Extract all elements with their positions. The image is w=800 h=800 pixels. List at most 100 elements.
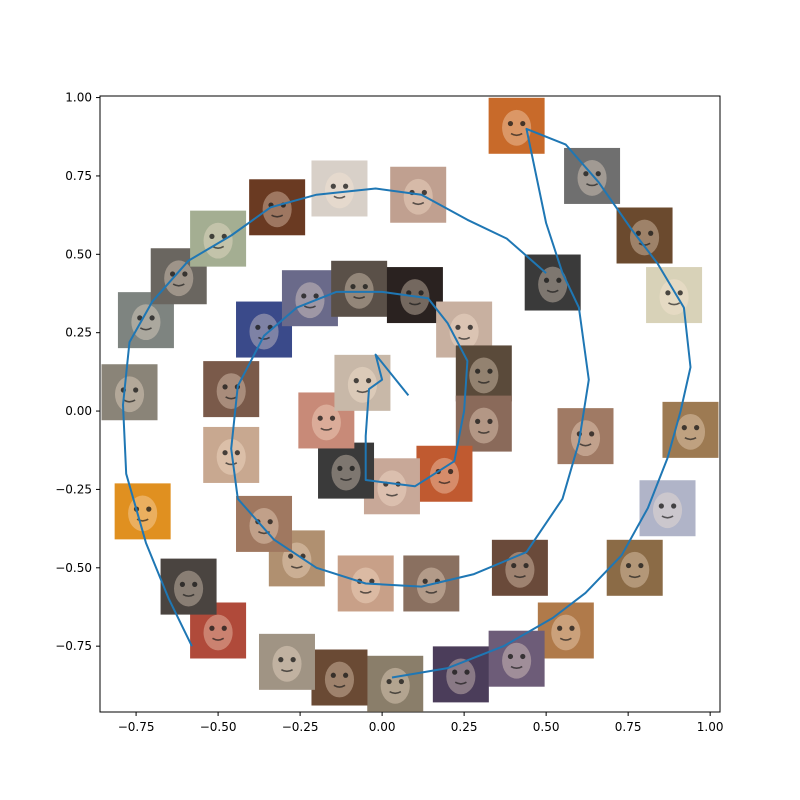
face-eye bbox=[349, 465, 355, 471]
person-face bbox=[491, 539, 548, 596]
face-mouth bbox=[546, 289, 559, 293]
face-oval bbox=[331, 454, 361, 491]
face-mouth bbox=[425, 590, 438, 594]
face-eye bbox=[507, 653, 514, 660]
green-mask-face bbox=[190, 210, 247, 267]
face-eye bbox=[330, 672, 336, 678]
face-eye bbox=[671, 503, 677, 509]
face-eye bbox=[313, 293, 319, 299]
face-eye bbox=[569, 625, 575, 631]
face-oval bbox=[216, 373, 246, 410]
face-mouth bbox=[320, 427, 333, 431]
thumbnail-layer bbox=[101, 97, 719, 712]
face-eye bbox=[149, 315, 155, 321]
face-eye bbox=[677, 290, 683, 296]
face-eye bbox=[694, 425, 700, 431]
face-oval bbox=[469, 407, 499, 444]
face-eye bbox=[278, 657, 284, 663]
thumbnail-tile bbox=[311, 649, 368, 706]
leather-bag-face bbox=[249, 179, 306, 236]
face-mouth bbox=[389, 690, 402, 695]
coffee-cup-face bbox=[616, 207, 673, 264]
face-oval bbox=[272, 645, 302, 682]
y-tick-label: 0.50 bbox=[65, 247, 92, 261]
y-axis: −0.75 −0.50 −0.25 0.00 0.25 0.50 0.75 1.00 bbox=[55, 91, 100, 653]
face-eye bbox=[255, 324, 261, 330]
latte-art-face bbox=[537, 602, 594, 659]
cookie-googly-eyes-face bbox=[488, 97, 545, 154]
panda-bag-face bbox=[639, 480, 696, 537]
face-eye bbox=[301, 293, 307, 299]
face-eye bbox=[192, 581, 198, 587]
face-mouth bbox=[290, 565, 303, 569]
thumbnail-tile bbox=[190, 210, 247, 267]
face-mouth bbox=[333, 195, 346, 199]
face-mouth bbox=[136, 518, 149, 522]
pipe-face bbox=[101, 364, 158, 421]
face-oval bbox=[502, 109, 532, 146]
face-mouth bbox=[172, 283, 185, 287]
series-line bbox=[230, 127, 692, 679]
face-eye bbox=[681, 425, 687, 431]
face-mouth bbox=[684, 437, 697, 441]
face-mouth bbox=[385, 493, 398, 497]
face-mouth bbox=[458, 336, 471, 340]
y-tick-label: 0.00 bbox=[65, 404, 92, 418]
purple-mask-face bbox=[488, 630, 545, 687]
face-eye bbox=[317, 415, 323, 421]
face-eye bbox=[455, 324, 461, 330]
face-mouth bbox=[340, 477, 353, 481]
thumbnail-tile bbox=[662, 401, 719, 458]
y-tick-label: −0.75 bbox=[55, 639, 92, 653]
face-mouth bbox=[303, 305, 316, 309]
x-tick-label: 0.50 bbox=[533, 720, 560, 734]
face-oval bbox=[505, 551, 535, 588]
face-eye bbox=[386, 678, 392, 685]
face-eye bbox=[221, 625, 227, 631]
face-mouth bbox=[668, 302, 681, 306]
thumbnail-tile bbox=[281, 270, 338, 327]
thumbnail-tile bbox=[318, 442, 375, 499]
face-eye bbox=[452, 669, 458, 675]
face-eye bbox=[290, 657, 296, 663]
face-mouth bbox=[225, 462, 238, 466]
y-tick-label: −0.50 bbox=[55, 561, 92, 575]
face-eye bbox=[329, 415, 336, 421]
face-mouth bbox=[586, 183, 599, 187]
face-oval bbox=[429, 457, 460, 494]
face-mouth bbox=[454, 681, 467, 685]
ball-face bbox=[311, 160, 368, 217]
face-oval bbox=[377, 470, 407, 507]
face-eye bbox=[589, 431, 595, 437]
face-oval bbox=[469, 357, 499, 394]
face-oval bbox=[295, 282, 325, 319]
y-tick-label: 0.75 bbox=[65, 169, 92, 183]
x-tick-label: −0.50 bbox=[200, 720, 237, 734]
face-oval bbox=[174, 570, 204, 607]
face-oval bbox=[403, 178, 433, 215]
face-oval bbox=[311, 404, 341, 441]
thumbnail-tile bbox=[101, 364, 158, 421]
face-oval bbox=[629, 219, 660, 256]
face-oval bbox=[570, 420, 601, 457]
person-face bbox=[281, 270, 338, 327]
face-eye bbox=[638, 562, 644, 569]
thumbnail-tile bbox=[160, 558, 217, 615]
face-mouth bbox=[438, 480, 451, 485]
face-eye bbox=[362, 283, 368, 290]
cardboard-box-face bbox=[662, 401, 719, 458]
face-eye bbox=[418, 290, 424, 296]
face-eye bbox=[234, 450, 240, 456]
face-eye bbox=[635, 230, 641, 236]
thumbnail-tile bbox=[491, 539, 548, 596]
x-tick-label: 1.00 bbox=[697, 720, 724, 734]
face-mouth bbox=[333, 684, 346, 688]
face-eye bbox=[543, 277, 550, 283]
face-eye bbox=[209, 625, 215, 631]
face-oval bbox=[262, 191, 292, 228]
face-eye bbox=[557, 625, 563, 631]
face-eye bbox=[556, 277, 562, 283]
face-oval bbox=[449, 313, 479, 350]
x-tick-label: −0.75 bbox=[118, 720, 155, 734]
face-mouth bbox=[408, 302, 421, 306]
